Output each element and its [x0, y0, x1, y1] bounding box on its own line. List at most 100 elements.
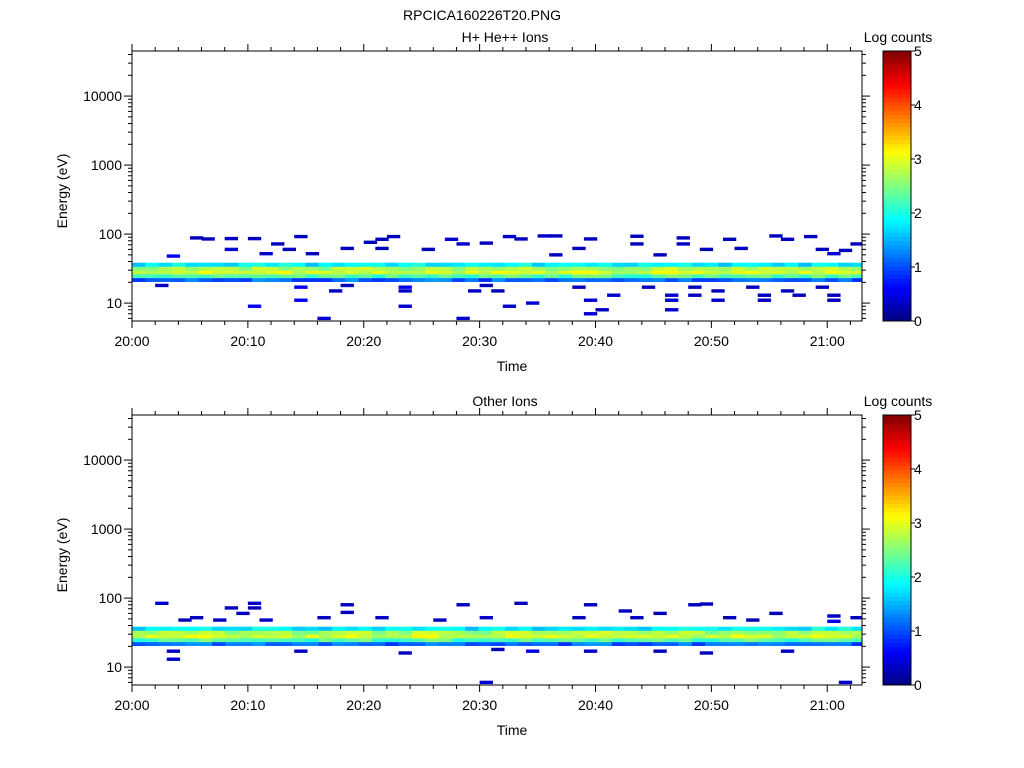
- heatmap-cell: [211, 641, 226, 646]
- colorbar-step: [883, 215, 911, 221]
- colorbar-step: [883, 579, 911, 585]
- colorbar-step: [883, 266, 911, 271]
- heatmap-cell: [465, 266, 479, 271]
- heatmap-cell: [851, 626, 862, 631]
- colorbar-step: [883, 503, 911, 509]
- colorbar-tick-label: 0: [914, 313, 922, 329]
- heatmap-cell: [465, 626, 479, 631]
- heatmap-cell: [611, 641, 626, 646]
- heatmap-cell: [824, 634, 839, 639]
- heatmap-cell: [718, 626, 732, 631]
- heatmap-cell: [438, 266, 453, 271]
- heatmap-cell: [838, 634, 852, 639]
- heatmap-point: [653, 611, 667, 616]
- heatmap-point: [746, 285, 760, 289]
- heatmap-point: [224, 236, 239, 241]
- heatmap-point: [213, 618, 227, 622]
- heatmap-cell: [145, 262, 159, 267]
- heatmap-cell: [625, 274, 639, 279]
- heatmap-point: [340, 246, 354, 251]
- heatmap-cell: [731, 270, 746, 275]
- heatmap-cell: [665, 641, 679, 646]
- heatmap-point: [398, 289, 412, 293]
- heatmap-cell: [585, 277, 599, 282]
- heatmap-cell: [598, 630, 613, 635]
- x-axis-ticks: [131, 408, 851, 692]
- heatmap-cell: [851, 266, 862, 271]
- heatmap-cell: [611, 634, 626, 639]
- heatmap-cell: [505, 274, 519, 279]
- heatmap-cell: [265, 634, 279, 639]
- colorbar-step: [883, 516, 911, 521]
- colorbar-step: [883, 448, 911, 454]
- heatmap-cell: [691, 634, 706, 639]
- heatmap-cell: [505, 266, 519, 271]
- heatmap-cell: [145, 274, 159, 279]
- heatmap-point: [525, 649, 540, 653]
- colorbar-step: [883, 202, 911, 208]
- heatmap-cell: [465, 638, 479, 643]
- heatmap-cell: [251, 641, 266, 646]
- heatmap-cell: [824, 626, 839, 631]
- heatmap-cell: [251, 270, 266, 275]
- heatmap-cell: [771, 630, 786, 635]
- heatmap-cell: [411, 638, 426, 643]
- x-tick-label: 20:50: [694, 697, 729, 713]
- heatmap-cell: [225, 634, 239, 639]
- heatmap-point: [676, 242, 690, 246]
- heatmap-cell: [651, 274, 666, 279]
- heatmap-cell: [598, 638, 613, 643]
- heatmap-cell: [744, 626, 759, 631]
- heatmap-cell: [838, 626, 852, 631]
- heatmap-cell: [625, 277, 639, 282]
- heatmap-cell: [731, 638, 746, 643]
- heatmap-point: [514, 237, 528, 241]
- heatmap-cell: [398, 270, 413, 275]
- y-tick-label: 1000: [91, 157, 122, 173]
- heatmap-cell: [398, 266, 413, 271]
- heatmap-cell: [838, 270, 852, 275]
- heatmap-cell: [718, 270, 732, 275]
- heatmap-cell: [691, 277, 706, 282]
- colorbar-step: [883, 583, 911, 589]
- heatmap-cell: [771, 270, 786, 275]
- heatmap-cell: [838, 277, 852, 282]
- heatmap-point: [583, 649, 598, 653]
- heatmap-point: [479, 241, 493, 245]
- heatmap-cell: [505, 262, 519, 267]
- colorbar-step: [883, 156, 911, 162]
- heatmap-cell: [545, 262, 559, 267]
- heatmap-cell: [718, 630, 732, 635]
- heatmap-point: [444, 237, 459, 242]
- heatmap-cell: [598, 270, 613, 275]
- heatmap-cell: [158, 270, 173, 275]
- colorbar-step: [883, 423, 911, 429]
- heatmap-cell: [185, 641, 199, 646]
- heatmap-cell: [225, 274, 239, 279]
- colorbar-frame: [882, 50, 912, 322]
- colorbar-step: [883, 278, 911, 284]
- colorbar-step: [883, 634, 911, 639]
- heatmap-cell: [185, 638, 199, 643]
- heatmap-cell: [771, 266, 786, 271]
- heatmap-cell: [611, 262, 626, 267]
- heatmap-point: [224, 247, 239, 252]
- heatmap-cell: [251, 634, 266, 639]
- heatmap-cell: [225, 270, 239, 275]
- heatmap-point: [375, 246, 389, 251]
- heatmap-cell: [784, 266, 799, 271]
- heatmap-cell: [625, 262, 639, 267]
- heatmap-cell: [278, 270, 293, 275]
- heatmap-cell: [531, 262, 546, 267]
- heatmap-cell: [625, 626, 639, 631]
- heatmap-cell: [798, 630, 812, 635]
- heatmap-cell: [198, 277, 213, 282]
- heatmap-cell: [132, 634, 146, 639]
- heatmap-cell: [531, 277, 546, 282]
- heatmap-cell: [358, 270, 373, 275]
- heatmap-cell: [278, 634, 293, 639]
- heatmap-cell: [718, 277, 732, 282]
- heatmap-point: [247, 236, 262, 241]
- x-tick-label: 20:10: [230, 697, 265, 713]
